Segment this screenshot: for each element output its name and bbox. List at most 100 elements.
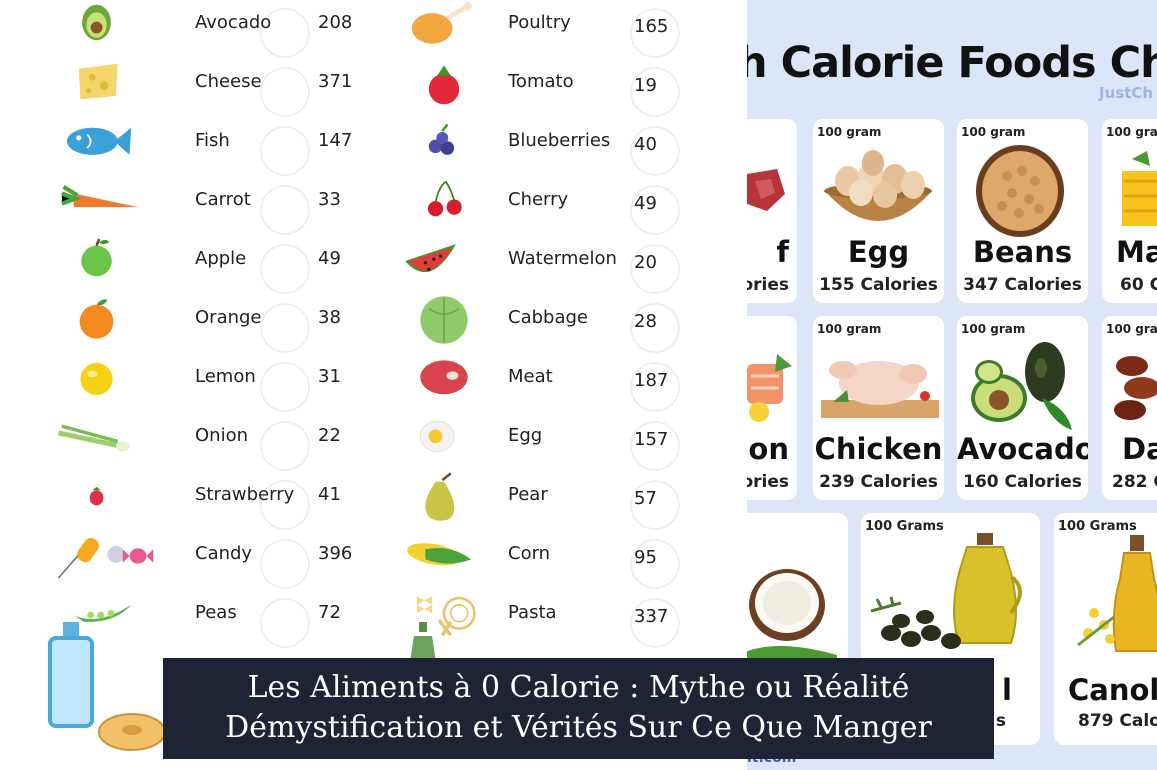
card-calories: 239 Calories [819,472,938,492]
calorie-value: 20 [634,252,657,273]
watermark-swirl [260,185,310,235]
card-salmon: on ories [747,316,797,500]
food-row-cabbage: Cabbage 28 [400,295,740,354]
card-unit: 100 gram [817,125,882,139]
avocado-image [971,342,1072,430]
food-name: Watermelon [508,248,617,269]
salmon-image [747,354,792,422]
food-row-carrot: Carrot 33 [50,177,390,236]
food-row-strawberry: Strawberry 41 [50,472,390,531]
card-unit: 100 Grams [1058,519,1137,534]
pear-icon [400,472,510,522]
calorie-value: 396 [318,543,353,564]
food-name: Onion [195,425,248,446]
watermark-swirl [260,362,310,412]
card-name: Avocado [957,432,1088,466]
egg-icon [400,413,510,463]
strawberry-icon [50,472,160,522]
food-row-watermelon: Watermelon 20 [400,236,740,295]
food-row-lemon: Lemon 31 [50,354,390,413]
card-name: on [748,432,789,466]
food-name: Tomato [508,71,574,92]
calorie-value: 40 [634,134,657,155]
watermark-swirl [630,539,680,589]
food-row-cherry: Cherry 49 [400,177,740,236]
card-egg: 100 gram Egg 155 Calories [813,119,944,303]
beans-bowl-image [976,145,1064,237]
bottle-icon [48,622,94,728]
poultry-icon [400,0,510,50]
watermark-swirl [260,126,310,176]
food-name: Strawberry [195,484,295,505]
food-row-fish: Fish 147 [50,118,390,177]
cabbage-icon [400,295,510,345]
card-calories: 60 C [1120,275,1157,295]
calorie-value: 147 [318,130,353,151]
food-name: Cheese [195,71,262,92]
card-beef: f ories [747,119,797,303]
oil-bottle-icon [408,622,438,662]
banner-line-2: Démystification et Vérités Sur Ce Que Ma… [225,710,932,745]
blueberries-icon [400,118,510,168]
calorie-value: 165 [634,16,669,37]
dates-image [1114,356,1157,420]
card-unit: 100 Grams [865,519,944,534]
lemon-icon [50,354,160,404]
onion-icon [50,413,160,463]
chicken-image [821,361,939,418]
card-name: Canola [1068,673,1157,707]
pasta-icon [400,590,510,640]
calorie-value: 72 [318,602,341,623]
calorie-value: 57 [634,488,657,509]
card-unit: 100 gram [1106,322,1157,336]
card-canola: 100 Grams Canola 879 Calo [1054,513,1157,745]
calorie-value: 33 [318,189,341,210]
card-calories: s [995,711,1006,731]
calorie-value: 38 [318,307,341,328]
tomato-icon [400,59,510,109]
food-name: Pasta [508,602,557,623]
calorie-value: 19 [634,75,657,96]
watermark-swirl [630,244,680,294]
food-calorie-list: Avocado 208 Cheese 371 Fish 147 Carrot 33 Apple 4… [48,0,740,752]
food-name: Corn [508,543,551,564]
watermark-swirl [630,421,680,471]
card-name: Beans [972,235,1073,269]
food-row-poultry: Poultry 165 [400,0,740,59]
watermark-swirl [630,185,680,235]
food-name: Avocado [195,12,272,33]
peas-icon [50,590,160,640]
egg-basket-image [824,150,932,221]
food-name: Egg [508,425,543,446]
watermark-swirl [630,303,680,353]
food-name: Apple [195,248,247,269]
calorie-value: 22 [318,425,341,446]
card-calories: 282 C [1112,472,1157,492]
card-calories: 347 Calories [963,275,1082,295]
olive-oil-image [870,533,1022,649]
card-unit: 100 gram [961,322,1026,336]
watermark-swirl [260,480,310,530]
food-row-orange: Orange 38 [50,295,390,354]
watermark-swirl [630,126,680,176]
food-name: Blueberries [508,130,611,151]
canola-oil-image [1077,535,1157,652]
calorie-value: 31 [318,366,341,387]
carrot-icon [50,177,160,227]
food-row-pear: Pear 57 [400,472,740,531]
food-row-meat: Meat 187 [400,354,740,413]
food-row-corn: Corn 95 [400,531,740,590]
cookie-icon [98,712,166,752]
card-unit: 100 gram [1106,125,1157,139]
watermark-swirl [260,244,310,294]
corn-icon [400,531,510,581]
mango-image [1122,151,1157,226]
food-name: Cherry [508,189,569,210]
food-row-avocado: Avocado 208 [50,0,390,59]
food-row-apple: Apple 49 [50,236,390,295]
card-avocado: 100 gram Avocado 160 Calories [957,316,1088,500]
watermark-swirl [260,421,310,471]
card-unit: 100 gram [817,322,882,336]
fish-icon [50,118,160,168]
calorie-value: 28 [634,311,657,332]
